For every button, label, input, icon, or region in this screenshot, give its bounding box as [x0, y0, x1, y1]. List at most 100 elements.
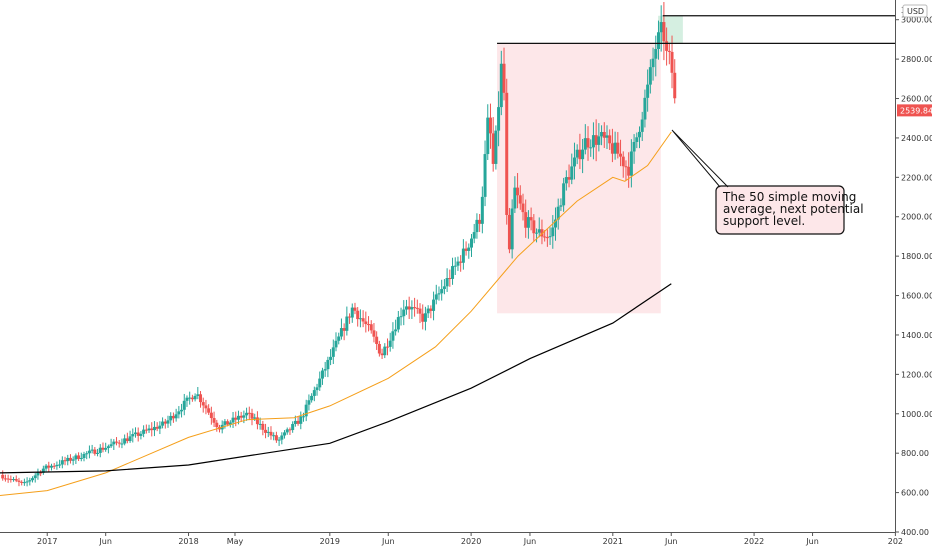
x-tick-label: Jun: [381, 537, 395, 546]
candle-body: [272, 435, 276, 437]
candle-body: [643, 97, 647, 120]
candle-body: [505, 92, 509, 215]
candle-body: [621, 156, 625, 167]
candle-body: [461, 248, 465, 263]
candle-body: [559, 205, 563, 207]
candle-body: [478, 219, 482, 224]
y-tick-label: 3000.00: [901, 16, 932, 25]
candle-body: [68, 457, 72, 461]
candle-body: [255, 417, 259, 425]
candle-body: [104, 448, 108, 450]
x-tick-label: 202: [888, 537, 903, 546]
candle-body: [586, 138, 590, 148]
candle-body: [529, 217, 533, 221]
callout-pointer: [671, 129, 729, 188]
candle-body: [85, 453, 89, 455]
candle-body: [125, 438, 129, 442]
candle-body: [253, 417, 257, 419]
currency-badge: [902, 4, 928, 18]
candle-body: [209, 412, 213, 419]
candle-body: [207, 408, 211, 413]
candle-body: [421, 313, 425, 322]
candle-body: [475, 219, 479, 233]
candle-body: [120, 443, 124, 445]
x-tick-label: May: [227, 537, 244, 546]
candle-body: [304, 404, 308, 417]
annotation-boxes: [497, 15, 683, 314]
candle-body: [326, 359, 330, 370]
candle-body: [101, 447, 105, 450]
candle-body: [407, 306, 411, 310]
candle-body: [63, 460, 67, 462]
candle-body: [659, 22, 663, 33]
candle-body: [662, 22, 666, 42]
candle-body: [123, 438, 127, 444]
candle-body: [491, 133, 495, 164]
candle-body: [277, 439, 281, 441]
candle-body: [250, 413, 254, 419]
candle-body: [299, 416, 303, 424]
candle-body: [385, 346, 389, 348]
candle-body: [185, 397, 189, 401]
candle-body: [610, 143, 614, 154]
y-tick-label: 1200.00: [901, 370, 932, 379]
candle-body: [456, 261, 460, 266]
candle-body: [60, 460, 64, 465]
candle-body: [142, 429, 146, 434]
candle-body: [356, 310, 360, 320]
last-price-label: 2539.84: [900, 106, 932, 115]
candle-body: [616, 142, 620, 154]
candle-body: [109, 444, 113, 447]
candle-body: [96, 452, 100, 454]
candle-body: [196, 394, 200, 396]
y-tick-label: 2800.00: [901, 55, 932, 64]
candle-body: [329, 356, 333, 360]
candle-body: [540, 229, 544, 237]
candle-body: [651, 58, 655, 68]
candle-body: [74, 455, 78, 460]
candle-body: [169, 415, 173, 421]
candle-body: [201, 402, 205, 406]
candle-body: [499, 63, 503, 108]
candle-body: [483, 154, 487, 197]
candle-body: [486, 117, 490, 155]
candle-body: [348, 316, 352, 318]
y-tick-label: 1800.00: [901, 252, 932, 261]
candle-body: [234, 417, 238, 420]
candle-body: [266, 431, 270, 433]
candle-body: [437, 293, 441, 295]
candle-body: [188, 397, 192, 399]
candle-body: [20, 481, 24, 483]
candle-body: [296, 420, 300, 424]
candle-body: [554, 219, 558, 228]
candle-body: [17, 480, 21, 482]
candle-body: [402, 309, 406, 317]
candle-body: [369, 324, 373, 331]
candle-body: [410, 307, 414, 310]
x-tick-label: 2019: [320, 537, 340, 546]
candle-body: [624, 166, 628, 168]
candle-body: [323, 369, 327, 371]
candle-body: [12, 479, 16, 481]
candle-body: [166, 420, 170, 424]
candle-body: [619, 153, 623, 157]
candle-body: [79, 458, 83, 460]
sma-50-line: [0, 131, 672, 496]
candle-body: [115, 441, 119, 443]
candle-body: [236, 415, 240, 420]
callout-box: [715, 185, 845, 235]
candle-body: [472, 232, 476, 239]
candle-body: [337, 336, 341, 341]
candle-body: [442, 286, 446, 290]
candle-body: [404, 306, 408, 310]
candle-body: [518, 195, 522, 204]
candle-body: [55, 464, 59, 467]
candle-body: [502, 63, 506, 93]
candle-body: [264, 429, 268, 433]
candle-body: [654, 48, 658, 59]
candle-body: [285, 429, 289, 433]
candle-body: [106, 446, 110, 449]
candle-body: [212, 418, 216, 423]
candle-body: [133, 432, 137, 435]
candle-body: [204, 405, 208, 409]
